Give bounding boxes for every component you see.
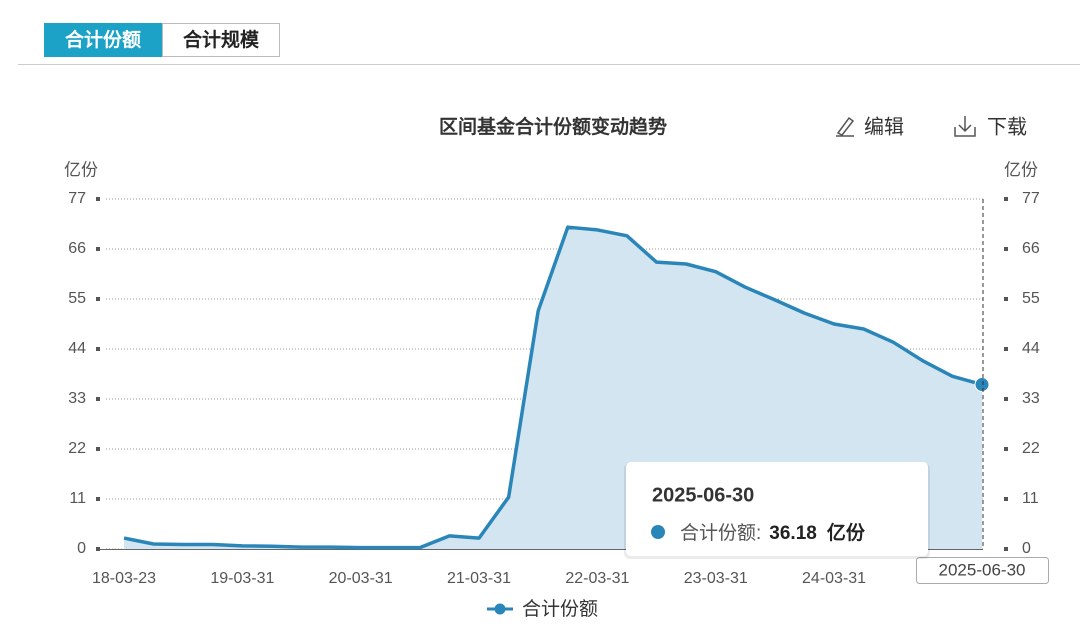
edit-icon[interactable] [836,116,855,137]
y-tick-label: 55 [68,290,86,307]
x-tick-label: 20-03-31 [329,570,393,587]
y2-tick-label: 33 [1022,390,1040,407]
x-tick-label: 19-03-31 [210,570,274,587]
y-tick-mark [96,547,100,551]
tooltip-unit: 亿份 [827,521,866,544]
y2-tick-mark [1004,447,1008,451]
y-tick-mark [96,397,100,401]
axis-pointer-box [916,557,1049,584]
y2-tick-label: 66 [1022,240,1040,257]
y-tick-label: 22 [68,440,86,457]
y-tick-mark [96,347,100,351]
point [974,377,990,393]
legend-label: 合计份额 [522,598,598,620]
tooltip-value: 36.18 [769,523,817,544]
y-tick-label: 66 [68,240,86,257]
tooltip-label: 合计份额: [680,522,761,544]
y-tick-label: 33 [68,390,86,407]
legend-marker [494,603,506,615]
x-tick-label: 21-03-31 [447,570,511,587]
y-tick-label: 77 [68,190,86,207]
x-tick-label: 22-03-31 [565,570,629,587]
x-tick-label: 24-03-31 [802,570,866,587]
download-icon[interactable] [954,116,976,137]
y-unit: 亿份 [64,160,98,179]
download-button[interactable]: 下载 [987,115,1027,138]
line [123,225,983,550]
x-tick-label: 23-03-31 [684,570,748,587]
y2-tick-mark [1004,547,1008,551]
y-tick-mark [96,297,100,301]
y2-tick-mark [1004,247,1008,251]
tooltip-row: 合计份额: 36.18 亿份 [680,521,866,544]
tab-active[interactable] [44,23,162,57]
y2-tick-label: 77 [1022,190,1040,207]
tab-label[interactable]: 合计规模 [183,28,260,51]
y2-tick-mark [1004,347,1008,351]
y2-tick-mark [1004,197,1008,201]
axis-pointer-label: 2025-06-30 [939,560,1026,579]
chart-title: 区间基金合计份额变动趋势 [439,115,667,138]
y-tick-mark [96,197,100,201]
y2-tick-label: 22 [1022,440,1040,457]
y2-tick-mark [1004,297,1008,301]
y2-tick-label: 55 [1022,290,1040,307]
y2-tick-mark [1004,397,1008,401]
y2-tick-label: 44 [1022,340,1040,357]
y-tick-mark [96,497,100,501]
x-tick-label: 18-03-23 [92,570,156,587]
tooltip-date: 2025-06-30 [652,484,754,506]
y2-tick-mark [1004,497,1008,501]
y-tick-mark [96,447,100,451]
edit-button[interactable]: 编辑 [864,115,904,138]
tooltip [626,462,928,556]
y-tick-label: 11 [69,490,86,507]
y-tick-label: 0 [77,540,86,557]
y2-tick-label: 0 [1022,540,1031,557]
y2-unit: 亿份 [1004,160,1038,179]
y-tick-mark [96,247,100,251]
tab[interactable] [162,23,280,57]
tab-label[interactable]: 合计份额 [65,28,141,51]
y2-tick-label: 11 [1022,490,1039,507]
y-tick-label: 44 [68,340,86,357]
tooltip-marker [651,525,665,539]
